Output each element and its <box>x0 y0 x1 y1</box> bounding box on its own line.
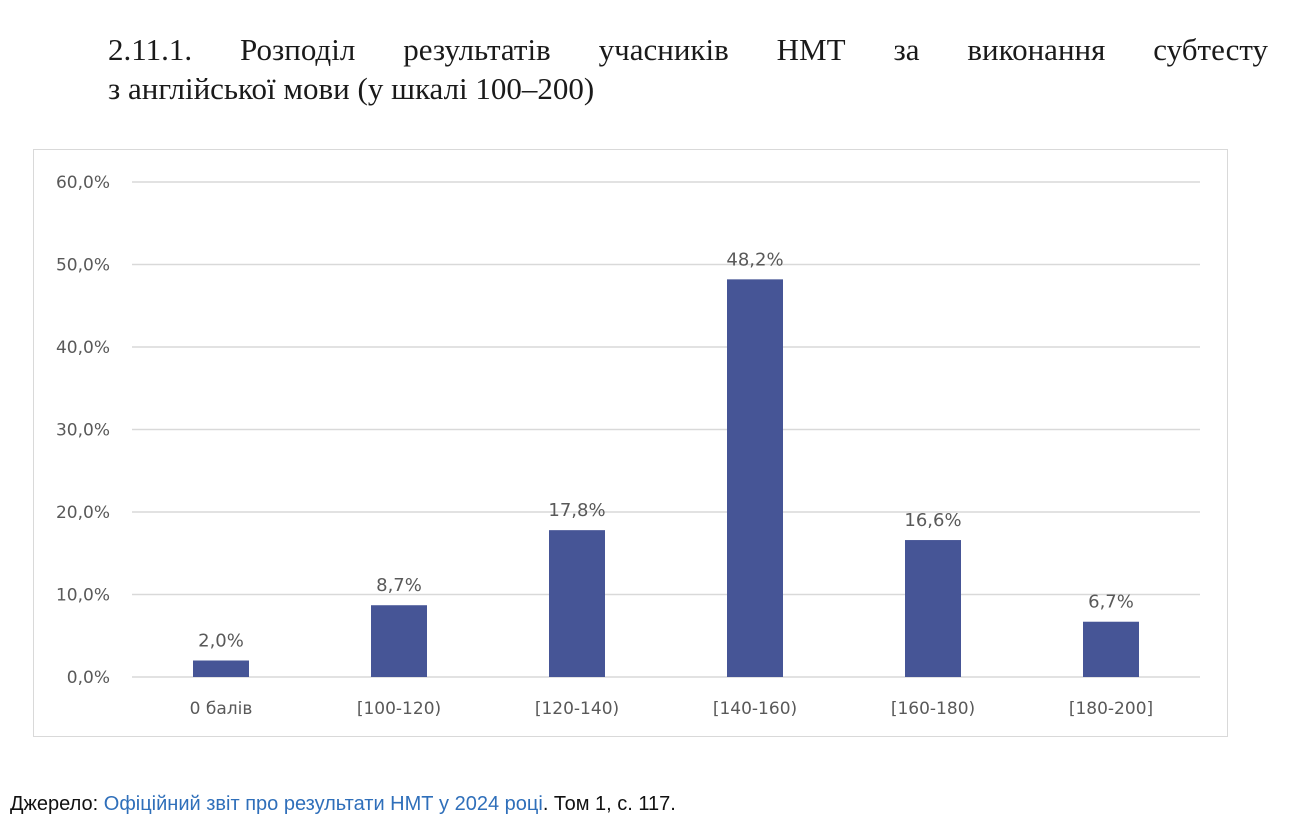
data-label: 48,2% <box>726 249 783 270</box>
x-tick-label: [100-120) <box>357 699 441 719</box>
y-tick-label: 50,0% <box>56 256 110 276</box>
y-tick-label: 0,0% <box>67 668 110 688</box>
source-link[interactable]: Офіційний звіт про результати НМТ у 2024… <box>103 793 543 815</box>
x-tick-label: [140-160) <box>713 699 797 719</box>
bar-chart: 0,0% 10,0% 20,0% 30,0% 40,0% 50,0% 60,0% 2,0% 0 … <box>56 173 1200 719</box>
data-label: 17,8% <box>548 500 605 521</box>
chart-area: 0,0% 10,0% 20,0% 30,0% 40,0% 50,0% 60,0% 2,0% 0 … <box>33 149 1228 737</box>
x-tick-label: [120-140) <box>535 699 619 719</box>
x-tick-label: [160-180) <box>891 699 975 719</box>
data-label: 8,7% <box>376 575 422 596</box>
bar <box>193 660 249 677</box>
chart-heading-line-1: 2.11.1. Розподіл результатів учасників Н… <box>108 32 1268 67</box>
data-label: 6,7% <box>1088 592 1134 613</box>
y-tick-label: 60,0% <box>56 173 110 193</box>
x-tick-label: 0 балів <box>190 699 253 719</box>
bar <box>905 540 961 677</box>
y-tick-label: 30,0% <box>56 421 110 441</box>
source-prefix: Джерело: <box>10 793 104 815</box>
bar <box>371 605 427 677</box>
data-label: 2,0% <box>198 631 244 652</box>
y-tick-label: 40,0% <box>56 338 110 358</box>
bar <box>727 279 783 677</box>
y-tick-label: 20,0% <box>56 503 110 523</box>
source-suffix: . Том 1, с. 117. <box>542 793 676 815</box>
x-tick-label: [180-200] <box>1069 699 1153 719</box>
bar <box>1083 621 1139 677</box>
chart-heading: 2.11.1. Розподіл результатів учасників Н… <box>108 30 1268 108</box>
bar <box>549 530 605 677</box>
chart-heading-line-2: з англійської мови (у шкалі 100–200) <box>108 71 595 106</box>
source-note: Джерело: Офіційний звіт про результати Н… <box>10 793 676 816</box>
data-label: 16,6% <box>904 510 961 531</box>
y-tick-label: 10,0% <box>56 586 110 606</box>
